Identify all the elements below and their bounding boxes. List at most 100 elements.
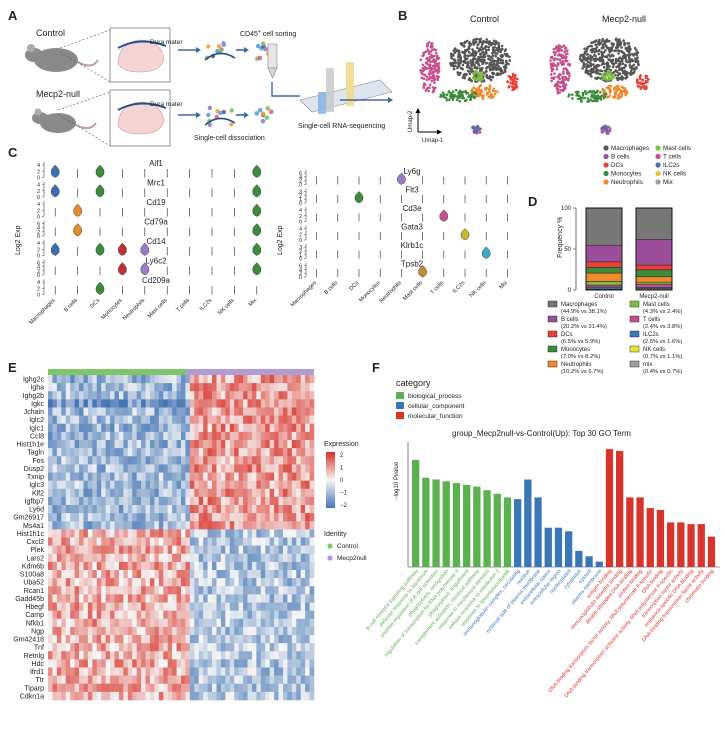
umap-point — [489, 78, 493, 82]
heatmap-cell — [167, 529, 173, 538]
umap-point — [515, 80, 518, 84]
heatmap-row — [48, 456, 315, 465]
heatmap-cell — [269, 659, 275, 668]
umap-point — [558, 85, 562, 89]
heatmap-cell — [291, 488, 297, 498]
heatmap-cell — [269, 545, 275, 555]
heatmap-row — [48, 553, 315, 563]
heatmap-cell — [167, 496, 173, 506]
umap-point — [561, 88, 565, 92]
heatmap-cell — [105, 456, 111, 465]
heatmap-cell — [110, 586, 115, 595]
heatmap-cell — [101, 675, 106, 685]
umap-point — [558, 46, 562, 50]
heatmap-cell — [110, 391, 115, 400]
heatmap-cell — [181, 561, 186, 571]
y-tick-label: 4 — [299, 175, 302, 181]
heatmap-cell — [212, 513, 217, 522]
umap-point — [584, 71, 588, 74]
heatmap-cell — [260, 659, 266, 668]
go-bar — [452, 483, 461, 567]
heatmap-cell — [114, 423, 120, 433]
heatmap-cell — [203, 691, 208, 701]
umap-point — [571, 97, 574, 100]
heatmap-cell — [118, 537, 124, 546]
heatmap-cell — [225, 537, 231, 546]
heatmap-cell — [220, 383, 226, 392]
heatmap-cell — [65, 635, 71, 644]
heatmap-cell — [61, 586, 67, 595]
heatmap-cell — [141, 594, 146, 603]
heatmap-cell — [220, 488, 226, 498]
heatmap-gene-label: Cxcl2 — [26, 539, 44, 546]
heatmap-cell — [185, 488, 191, 498]
umap-point — [556, 91, 560, 95]
heatmap-cell — [256, 675, 262, 685]
heatmap-cell — [229, 505, 235, 514]
umap-point — [560, 45, 564, 48]
heatmap-cell — [87, 521, 93, 530]
heatmap-cell — [118, 480, 124, 490]
heatmap-cell — [212, 651, 217, 660]
umap-point — [633, 70, 636, 74]
heatmap-row — [48, 586, 315, 595]
heatmap-cell — [278, 578, 284, 587]
heatmap-cell — [123, 570, 129, 579]
heatmap-cell — [220, 464, 226, 473]
heatmap-cell — [118, 521, 124, 530]
heatmap-cell — [167, 659, 173, 668]
umap-point — [482, 51, 485, 54]
heatmap-cell — [291, 545, 297, 555]
expression-tick-label: 2 — [340, 453, 344, 459]
umap-point — [624, 56, 627, 59]
heatmap-cell — [251, 610, 257, 620]
heatmap-cell — [216, 391, 222, 400]
umap-point — [606, 86, 609, 89]
heatmap-cell — [282, 643, 288, 652]
heatmap-cell — [158, 448, 164, 457]
heatmap-cell — [127, 529, 133, 538]
heatmap-cell — [287, 440, 293, 449]
heatmap-cell — [176, 691, 182, 701]
umap-point — [472, 93, 476, 97]
heatmap-cell — [229, 602, 235, 611]
violin-shape — [252, 164, 262, 178]
heatmap-cell — [127, 488, 133, 498]
heatmap-cell — [229, 659, 235, 668]
heatmap-cell — [305, 578, 310, 587]
umap-point — [596, 57, 599, 61]
umap-point — [471, 76, 475, 80]
heatmap-cell — [265, 537, 270, 546]
heatmap-cell — [198, 480, 204, 490]
heatmap-cell — [56, 496, 62, 506]
heatmap-cell — [291, 553, 297, 563]
heatmap-cell — [291, 521, 297, 530]
heatmap-cell — [141, 667, 146, 676]
heatmap-cell — [274, 423, 279, 433]
go-bar — [575, 550, 583, 567]
umap-point — [617, 57, 621, 60]
heatmap-gene-label: Igkc — [31, 401, 44, 408]
heatmap-cell — [56, 505, 62, 514]
heatmap-cell — [260, 464, 266, 473]
heatmap-cell — [274, 496, 279, 506]
umap-point — [514, 82, 518, 86]
heatmap-cell — [265, 375, 270, 384]
umap-point — [589, 64, 593, 68]
heatmap-cell — [198, 667, 204, 676]
heatmap-cell — [132, 578, 137, 587]
heatmap-cell — [105, 691, 111, 701]
heatmap-cell — [132, 440, 137, 449]
heatmap-cell — [123, 521, 129, 530]
heatmap-cell — [194, 626, 200, 636]
heatmap-cell — [198, 529, 204, 538]
umap-point — [635, 48, 638, 52]
heatmap-cell — [61, 472, 67, 481]
heatmap-cell — [176, 626, 182, 636]
heatmap-cell — [181, 610, 186, 620]
heatmap-cell — [305, 618, 310, 628]
umap-point — [448, 91, 452, 95]
heatmap-cell — [274, 610, 279, 620]
heatmap-cell — [123, 537, 129, 546]
heatmap-cell — [123, 675, 129, 685]
